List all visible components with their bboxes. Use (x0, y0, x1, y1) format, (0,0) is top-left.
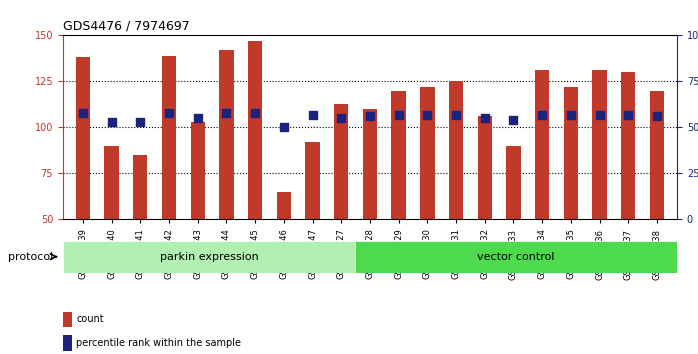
Bar (477, 116, 492, 312)
Bar (650, 91, 664, 312)
Bar (363, 109, 377, 312)
Point (307, 112, 318, 118)
Point (479, 115, 490, 121)
Point (422, 112, 433, 118)
Bar (621, 72, 635, 312)
Point (450, 112, 461, 118)
Bar (420, 87, 435, 312)
Bar (219, 50, 234, 312)
Bar (63, 336, 72, 351)
Text: GDS4476 / 7974697: GDS4476 / 7974697 (63, 20, 190, 33)
Text: percentile rank within the sample: percentile rank within the sample (76, 338, 242, 348)
Point (163, 110, 174, 115)
Point (508, 117, 519, 123)
Point (192, 115, 203, 121)
Point (77, 110, 89, 115)
Bar (535, 70, 549, 312)
Text: parkin expression: parkin expression (160, 252, 258, 262)
Point (135, 119, 146, 125)
Bar (305, 142, 320, 312)
Bar (334, 103, 348, 312)
Bar (105, 146, 119, 312)
Bar (392, 91, 406, 312)
Point (537, 112, 548, 118)
Bar (593, 70, 607, 312)
Bar (133, 155, 147, 312)
Text: count: count (76, 314, 104, 325)
Bar (506, 146, 521, 312)
Point (221, 110, 232, 115)
Bar (449, 81, 463, 312)
Point (651, 114, 662, 119)
Text: vector control: vector control (477, 252, 555, 262)
FancyBboxPatch shape (63, 241, 355, 273)
Bar (191, 122, 205, 312)
Text: protocol: protocol (8, 252, 53, 262)
Point (336, 115, 347, 121)
Point (623, 112, 634, 118)
Bar (564, 87, 578, 312)
Point (565, 112, 577, 118)
Point (393, 112, 404, 118)
Bar (248, 41, 262, 312)
Point (594, 112, 605, 118)
Bar (76, 57, 90, 312)
FancyBboxPatch shape (355, 241, 677, 273)
Point (279, 125, 290, 130)
Point (250, 110, 261, 115)
Bar (162, 56, 176, 312)
Point (106, 119, 117, 125)
Bar (63, 312, 72, 327)
Point (364, 114, 376, 119)
Bar (276, 192, 291, 312)
